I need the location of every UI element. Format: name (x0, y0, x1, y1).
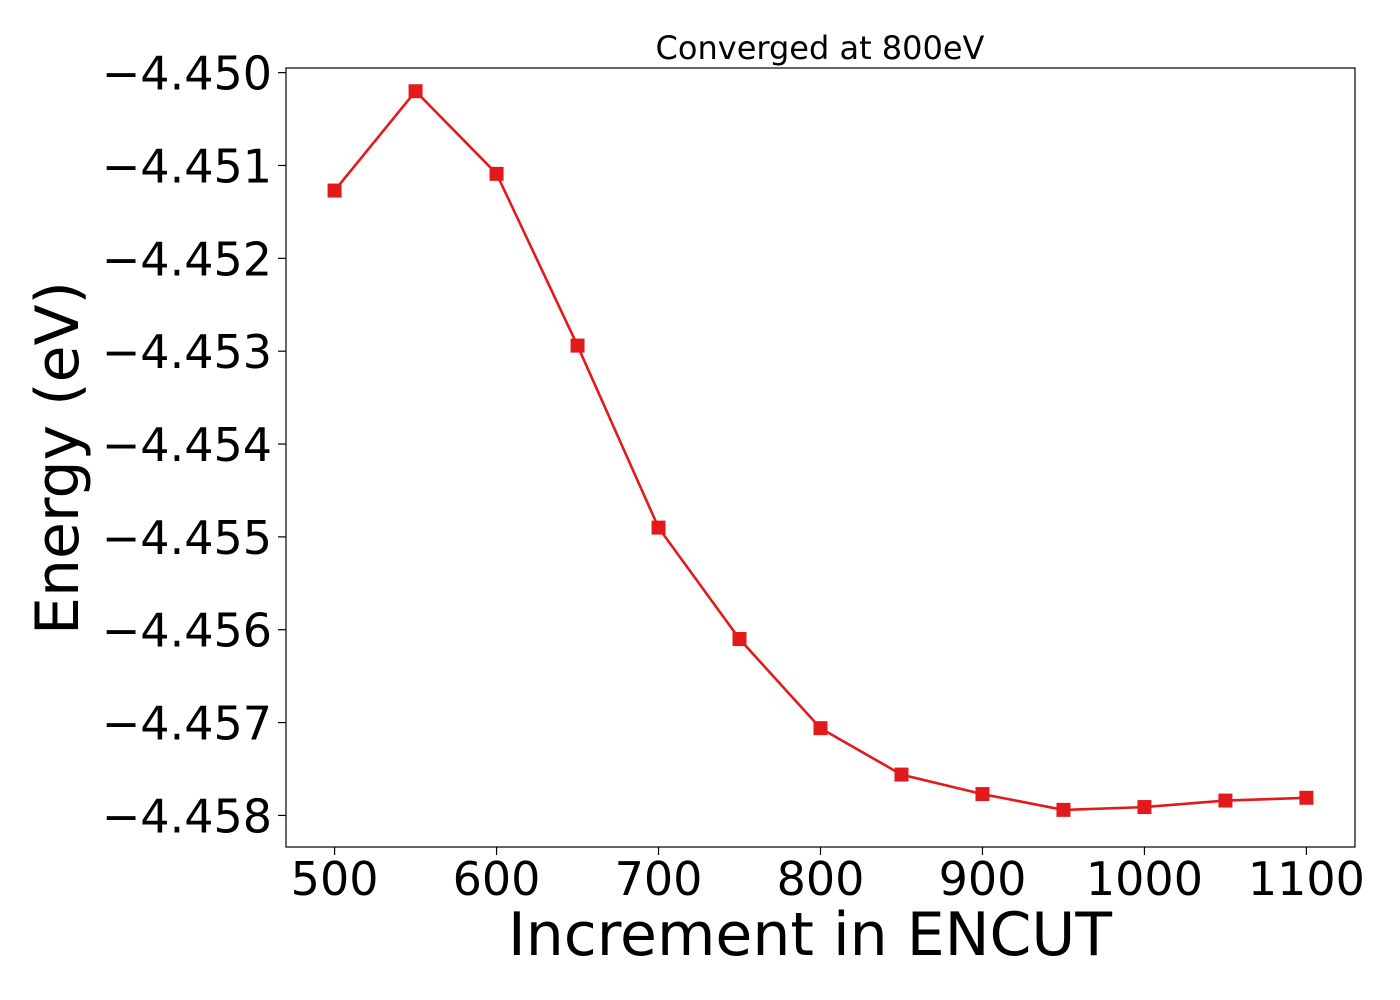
x-tick-label: 1100 (1248, 852, 1365, 906)
data-point (975, 787, 990, 802)
x-tick-label: 800 (777, 852, 865, 906)
y-tick-label: −4.453 (102, 325, 272, 379)
x-tick-label: 700 (615, 852, 703, 906)
y-tick-label: −4.452 (102, 232, 272, 286)
x-axis: 500 600 700 800 900 1000 1100 (291, 847, 1365, 906)
x-tick-label: 1000 (1086, 852, 1203, 906)
data-point (894, 767, 909, 782)
x-tick-label: 500 (291, 852, 379, 906)
data-point (1299, 790, 1314, 805)
series-markers (327, 84, 1314, 817)
data-point (732, 632, 747, 647)
y-tick-label: −4.451 (102, 139, 272, 193)
data-point (570, 338, 585, 353)
data-point (1056, 802, 1071, 817)
y-tick-label: −4.457 (102, 697, 272, 751)
y-axis-label: Energy (eV) (23, 281, 93, 635)
plot-area (285, 67, 1356, 848)
y-tick-label: −4.458 (102, 789, 272, 843)
data-point (408, 84, 423, 99)
data-point (489, 166, 504, 181)
y-tick-label: −4.454 (102, 418, 272, 472)
y-tick-label: −4.455 (102, 511, 272, 565)
y-tick-label: −4.450 (102, 47, 272, 101)
x-tick-label: 900 (939, 852, 1027, 906)
y-axis: −4.450 −4.451 −4.452 −4.453 −4.454 −4.455 −4.4… (102, 47, 286, 843)
data-point (651, 520, 666, 535)
x-axis-label: Increment in ENCUT (508, 900, 1112, 970)
y-tick-label: −4.456 (102, 604, 272, 658)
x-tick-label: 600 (453, 852, 541, 906)
data-point (1218, 793, 1233, 808)
data-point (327, 183, 342, 198)
chart-title: Converged at 800eV (656, 29, 985, 67)
data-point (813, 721, 828, 736)
data-point (1137, 800, 1152, 815)
